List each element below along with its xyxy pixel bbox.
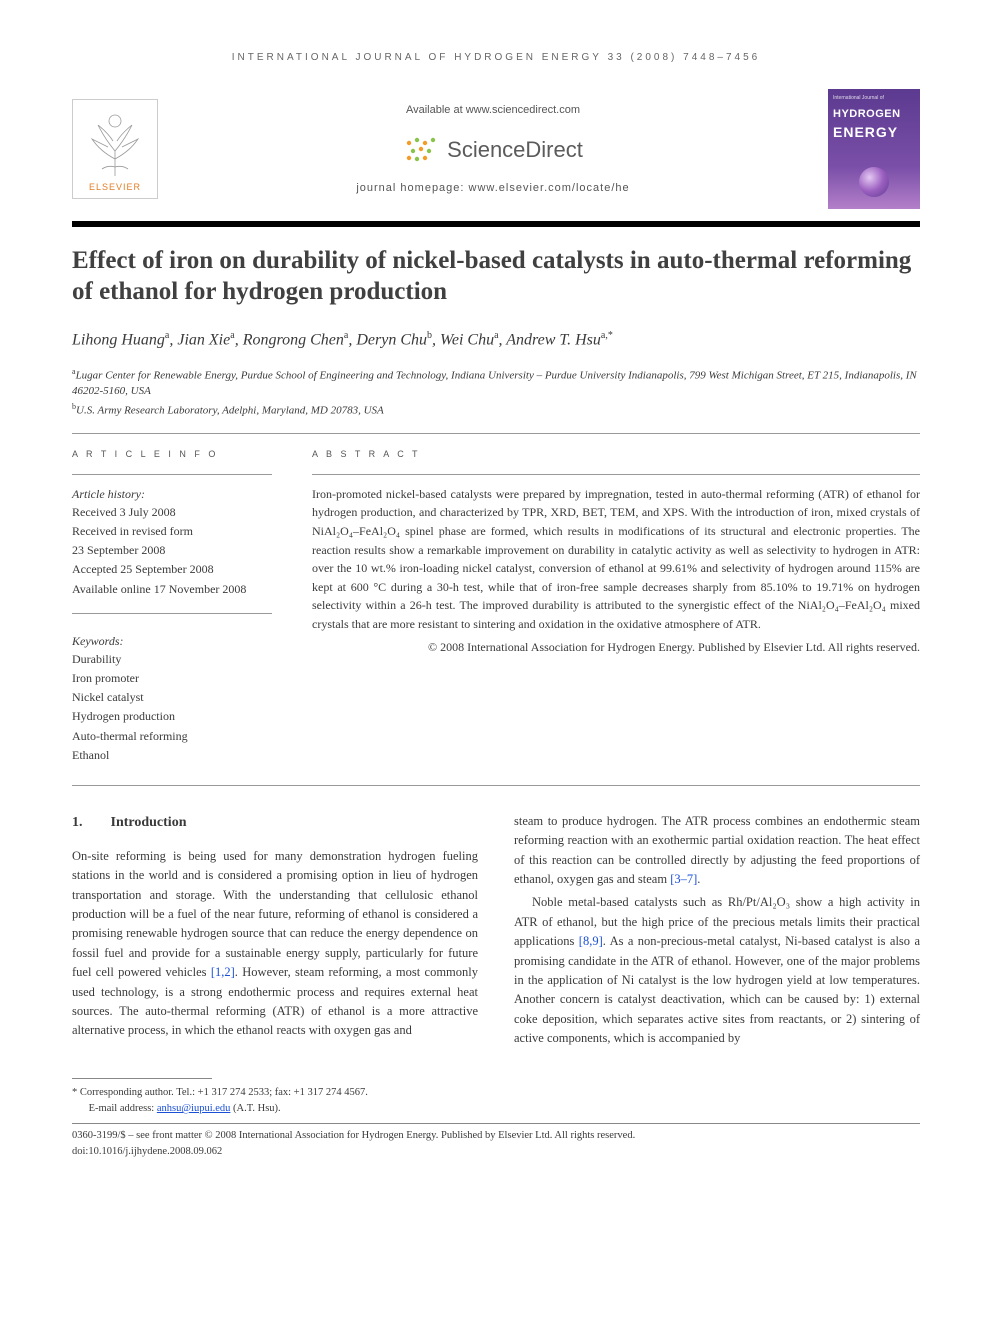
email-tail: (A.T. Hsu). bbox=[233, 1103, 281, 1114]
email-label: E-mail address: bbox=[89, 1103, 155, 1114]
affiliation: aLugar Center for Renewable Energy, Purd… bbox=[72, 366, 920, 399]
intro-heading: 1. Introduction bbox=[72, 812, 478, 833]
rule-above-meta bbox=[72, 433, 920, 434]
meta-row: A R T I C L E I N F O Article history: R… bbox=[72, 448, 920, 765]
intro-para-3: Noble metal-based catalysts such as Rh/P… bbox=[514, 893, 920, 1048]
footnotes: * Corresponding author. Tel.: +1 317 274… bbox=[72, 1078, 920, 1159]
col-right: steam to produce hydrogen. The ATR proce… bbox=[514, 812, 920, 1049]
copyright: © 2008 International Association for Hyd… bbox=[312, 638, 920, 656]
keyword-item: Hydrogen production bbox=[72, 707, 272, 726]
meta-right: A B S T R A C T Iron-promoted nickel-bas… bbox=[312, 448, 920, 765]
doi-line: doi:10.1016/j.ijhydene.2008.09.062 bbox=[72, 1144, 920, 1160]
email-line: E-mail address: anhsu@iupui.edu (A.T. Hs… bbox=[72, 1101, 920, 1117]
sd-text: ScienceDirect bbox=[447, 133, 583, 166]
abstract-text: Iron-promoted nickel-based catalysts wer… bbox=[312, 485, 920, 634]
rule-kw bbox=[72, 613, 272, 614]
intro-para-1: On-site reforming is being used for many… bbox=[72, 847, 478, 1041]
running-head: INTERNATIONAL JOURNAL OF HYDROGEN ENERGY… bbox=[72, 50, 920, 65]
corresponding-author: * Corresponding author. Tel.: +1 317 274… bbox=[72, 1085, 920, 1101]
keyword-item: Auto-thermal reforming bbox=[72, 727, 272, 746]
elsevier-tree-icon bbox=[80, 111, 150, 181]
rule-below-meta bbox=[72, 785, 920, 786]
col-left: 1. Introduction On-site reforming is bei… bbox=[72, 812, 478, 1049]
body-columns: 1. Introduction On-site reforming is bei… bbox=[72, 812, 920, 1049]
article-title: Effect of iron on durability of nickel-b… bbox=[72, 245, 920, 308]
intro-para-2: steam to produce hydrogen. The ATR proce… bbox=[514, 812, 920, 890]
keyword-item: Iron promoter bbox=[72, 669, 272, 688]
rule-abs bbox=[312, 474, 920, 475]
email-link[interactable]: anhsu@iupui.edu bbox=[157, 1103, 231, 1114]
meta-left: A R T I C L E I N F O Article history: R… bbox=[72, 448, 272, 765]
sciencedirect-logo: ScienceDirect bbox=[403, 133, 583, 166]
journal-cover: International Journal of HYDROGEN ENERGY bbox=[828, 89, 920, 209]
affiliation: bU.S. Army Research Laboratory, Adelphi,… bbox=[72, 401, 920, 419]
article-info-label: A R T I C L E I N F O bbox=[72, 448, 272, 462]
intro-title: Introduction bbox=[111, 812, 187, 833]
history-label: Article history: bbox=[72, 485, 272, 503]
keywords-label: Keywords: bbox=[72, 632, 272, 650]
history-item: Received in revised form bbox=[72, 522, 272, 541]
rule-ai bbox=[72, 474, 272, 475]
abstract-label: A B S T R A C T bbox=[312, 448, 920, 462]
cover-orb-icon bbox=[859, 167, 889, 197]
sd-dots-icon bbox=[403, 135, 439, 163]
footer-rule bbox=[72, 1123, 920, 1124]
elsevier-label: ELSEVIER bbox=[89, 181, 141, 195]
intro-num: 1. bbox=[72, 812, 83, 833]
masthead-center: Available at www.sciencedirect.com Scien… bbox=[176, 102, 810, 196]
cover-title1: HYDROGEN bbox=[833, 106, 915, 123]
cover-pretitle: International Journal of bbox=[833, 95, 915, 103]
keyword-item: Ethanol bbox=[72, 746, 272, 765]
history-item: Accepted 25 September 2008 bbox=[72, 560, 272, 579]
corr-text: * Corresponding author. Tel.: +1 317 274… bbox=[72, 1087, 368, 1098]
footnote-rule bbox=[72, 1078, 212, 1079]
elsevier-logo: ELSEVIER bbox=[72, 99, 158, 199]
masthead: ELSEVIER Available at www.sciencedirect.… bbox=[72, 89, 920, 209]
history-item: 23 September 2008 bbox=[72, 541, 272, 560]
title-rule bbox=[72, 221, 920, 227]
history-item: Received 3 July 2008 bbox=[72, 503, 272, 522]
homepage-line: journal homepage: www.elsevier.com/locat… bbox=[176, 180, 810, 197]
keyword-item: Nickel catalyst bbox=[72, 688, 272, 707]
issn-line: 0360-3199/$ – see front matter © 2008 In… bbox=[72, 1128, 920, 1144]
history-item: Available online 17 November 2008 bbox=[72, 580, 272, 599]
available-line: Available at www.sciencedirect.com bbox=[176, 102, 810, 119]
cover-title2: ENERGY bbox=[833, 122, 915, 143]
keyword-item: Durability bbox=[72, 650, 272, 669]
authors: Lihong Huanga, Jian Xiea, Rongrong Chena… bbox=[72, 328, 920, 352]
